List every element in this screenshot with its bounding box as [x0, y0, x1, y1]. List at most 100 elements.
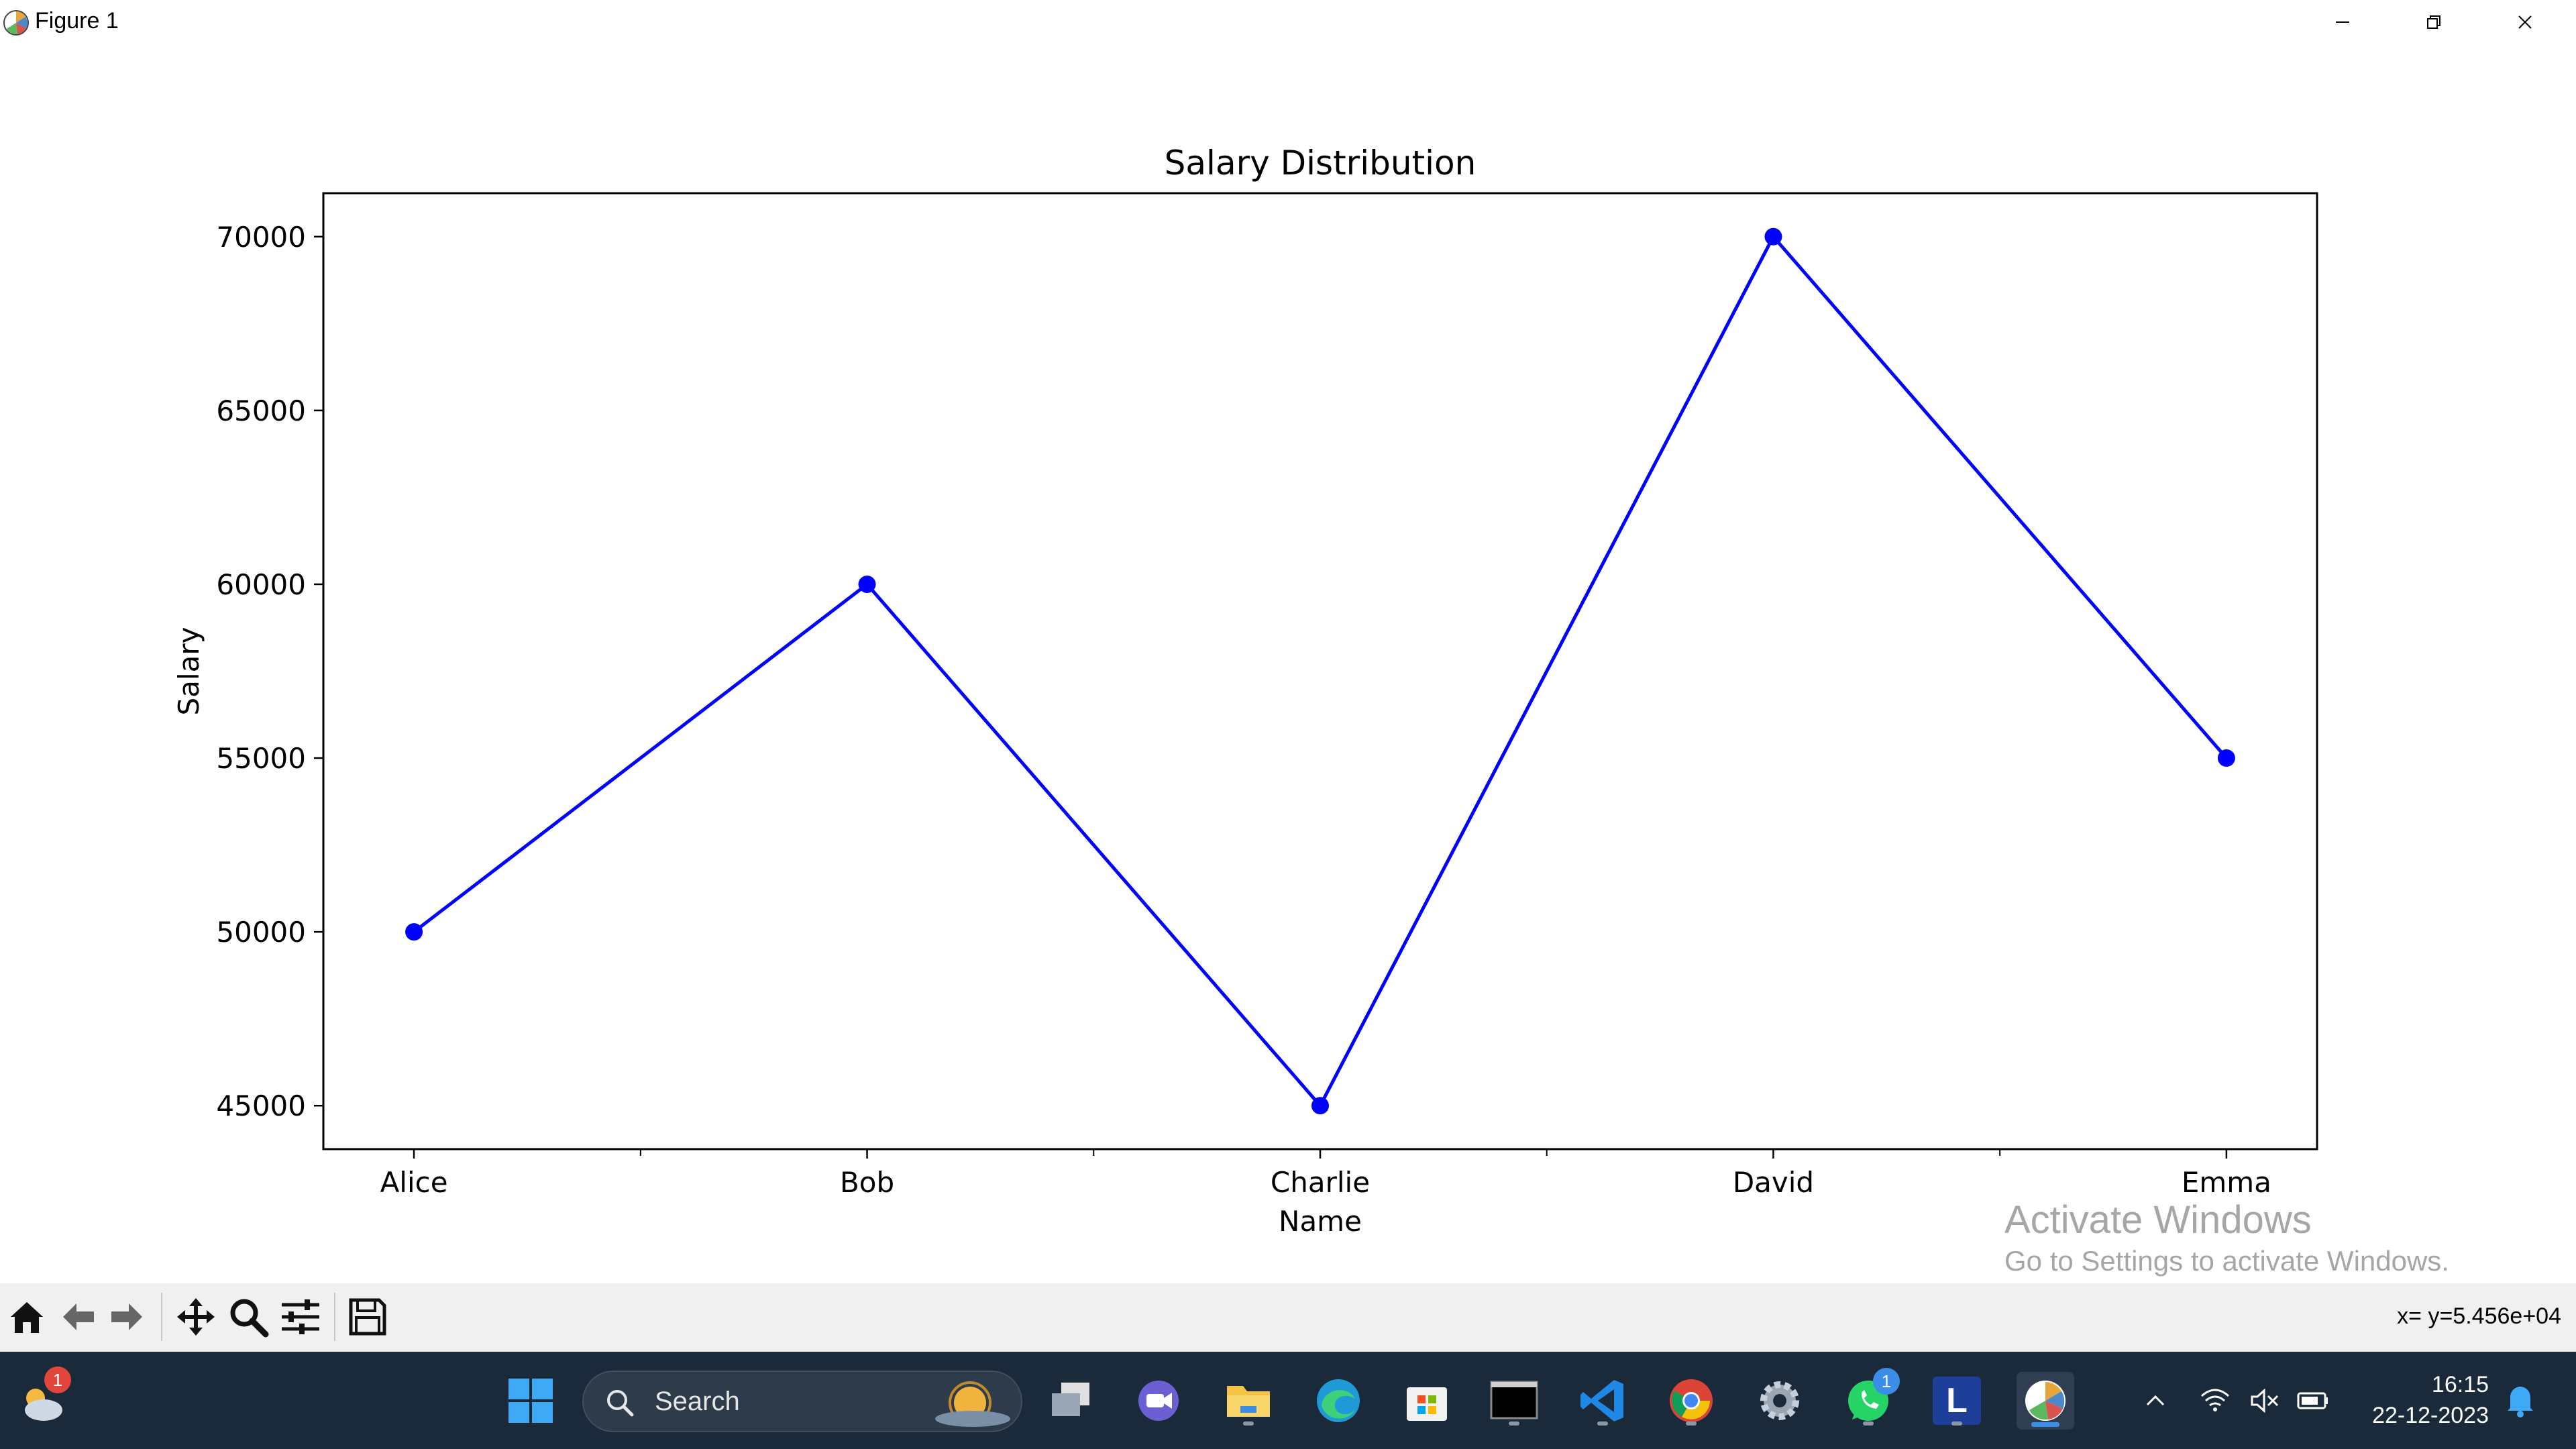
zoom-icon: [230, 1299, 269, 1338]
y-tick-label: 60000: [216, 568, 306, 601]
network-status[interactable]: [2188, 1372, 2242, 1430]
notifications-button[interactable]: [2491, 1372, 2549, 1430]
y-tick-label: 65000: [216, 394, 306, 427]
weather-badge: 1: [44, 1366, 71, 1393]
data-point: [2217, 749, 2235, 767]
task-view-icon: [1052, 1383, 1089, 1416]
watermark-subtitle: Go to Settings to activate Windows.: [2004, 1245, 2449, 1277]
data-point: [858, 575, 876, 593]
system-clock[interactable]: 16:15 22-12-2023: [2372, 1369, 2489, 1431]
x-tick-label: Bob: [840, 1166, 894, 1199]
task-view-button[interactable]: [1042, 1372, 1100, 1430]
start-button[interactable]: [502, 1372, 559, 1430]
teams-app[interactable]: [1130, 1372, 1187, 1430]
minimize-icon: [2336, 21, 2349, 23]
clock-date: 22-12-2023: [2372, 1403, 2489, 1428]
wifi-icon: [2200, 1389, 2230, 1411]
launcher-app[interactable]: L: [1928, 1372, 1986, 1430]
configure-subplots-button[interactable]: [276, 1293, 325, 1341]
line-chart: Salary Distribution 45000 50000 55000 60000 6…: [172, 144, 2318, 1238]
windows-taskbar: 1 Search: [0, 1352, 2576, 1449]
windows-start-icon: [508, 1379, 553, 1423]
microsoft-store-app[interactable]: [1398, 1372, 1456, 1430]
running-indicator: [1686, 1421, 1697, 1426]
home-button[interactable]: [3, 1293, 51, 1341]
running-indicator: [1863, 1421, 1874, 1426]
watermark-title: Activate Windows: [2004, 1198, 2312, 1242]
activate-windows-watermark: Activate Windows Go to Settings to activ…: [2004, 1198, 2449, 1280]
search-icon: [607, 1390, 634, 1417]
y-tick-label: 55000: [216, 742, 306, 775]
search-placeholder: Search: [655, 1387, 740, 1416]
y-axis-label: Salary: [172, 627, 205, 716]
battery-status[interactable]: [2286, 1372, 2340, 1430]
configure-subplots-icon: [282, 1299, 319, 1334]
series-line: [413, 235, 2228, 1108]
navigation-toolbar: x= y=5.456e+04: [0, 1283, 2576, 1352]
toolbar-separator: [334, 1293, 335, 1341]
volume-status[interactable]: [2238, 1372, 2292, 1430]
home-icon: [11, 1302, 43, 1333]
axes-frame: [322, 192, 2318, 1150]
back-button[interactable]: [54, 1293, 102, 1341]
zoom-button[interactable]: [224, 1293, 272, 1341]
forward-button[interactable]: [103, 1293, 152, 1341]
terminal-icon: [1490, 1381, 1538, 1419]
vscode-icon: [1580, 1380, 1623, 1421]
bell-icon: [2508, 1387, 2533, 1417]
folder-icon: [1227, 1386, 1270, 1417]
vscode-app[interactable]: [1574, 1372, 1631, 1430]
chrome-icon: [1670, 1379, 1713, 1422]
running-indicator: [1243, 1421, 1254, 1426]
x-tick-label: Emma: [2182, 1166, 2271, 1199]
chrome-browser-app[interactable]: [1662, 1372, 1720, 1430]
chevron-up-icon: [2146, 1395, 2165, 1406]
window-title-bar: Figure 1: [0, 0, 2576, 44]
y-tick-label: 70000: [216, 221, 306, 254]
battery-icon: [2297, 1392, 2328, 1409]
data-point: [1311, 1097, 1329, 1115]
show-hidden-icons-button[interactable]: [2127, 1372, 2184, 1430]
minimize-button[interactable]: [2297, 0, 2388, 44]
y-tick-label: 50000: [216, 916, 306, 949]
taskbar-search-box[interactable]: Search: [582, 1371, 1022, 1432]
running-indicator: [1509, 1421, 1519, 1426]
x-tick-label: David: [1733, 1166, 1814, 1199]
x-axis-label: Name: [1279, 1205, 1362, 1238]
launcher-letter: L: [1946, 1381, 1968, 1420]
toolbar-separator: [161, 1293, 162, 1341]
close-button[interactable]: [2479, 0, 2571, 44]
pan-icon: [177, 1298, 215, 1336]
running-indicator: [1951, 1421, 1962, 1426]
back-arrow-icon: [63, 1303, 94, 1330]
terminal-app[interactable]: [1485, 1372, 1543, 1430]
video-chat-icon: [1138, 1381, 1179, 1421]
matplotlib-figure-app[interactable]: [2017, 1372, 2074, 1430]
y-tick-label: 45000: [216, 1089, 306, 1122]
matplotlib-app-icon: [3, 10, 29, 36]
active-indicator: [2031, 1422, 2059, 1427]
pan-button[interactable]: [172, 1293, 220, 1341]
launcher-icon: L: [1933, 1377, 1981, 1425]
x-tick-label: Charlie: [1271, 1166, 1370, 1199]
search-highlight-icon: [935, 1381, 1010, 1427]
save-icon: [349, 1298, 386, 1336]
window-title: Figure 1: [35, 8, 119, 34]
save-button[interactable]: [343, 1293, 392, 1341]
forward-arrow-icon: [111, 1303, 142, 1330]
data-point: [1764, 227, 1782, 246]
figure-canvas[interactable]: Salary Distribution 45000 50000 55000 60000 6…: [0, 44, 2576, 1283]
whatsapp-badge: 1: [1873, 1368, 1900, 1395]
settings-app[interactable]: [1751, 1372, 1809, 1430]
speaker-muted-icon: [2251, 1388, 2279, 1413]
clock-time: 16:15: [2431, 1372, 2489, 1397]
edge-icon: [1317, 1379, 1360, 1422]
restore-button[interactable]: [2388, 0, 2479, 44]
file-explorer-app[interactable]: [1220, 1372, 1277, 1430]
gear-icon: [1760, 1381, 1799, 1420]
running-indicator: [1597, 1421, 1608, 1426]
coordinate-readout: x= y=5.456e+04: [2397, 1303, 2561, 1329]
edge-browser-app[interactable]: [1309, 1372, 1367, 1430]
weather-widget[interactable]: 1: [13, 1366, 71, 1430]
whatsapp-app[interactable]: 1: [1839, 1368, 1900, 1430]
